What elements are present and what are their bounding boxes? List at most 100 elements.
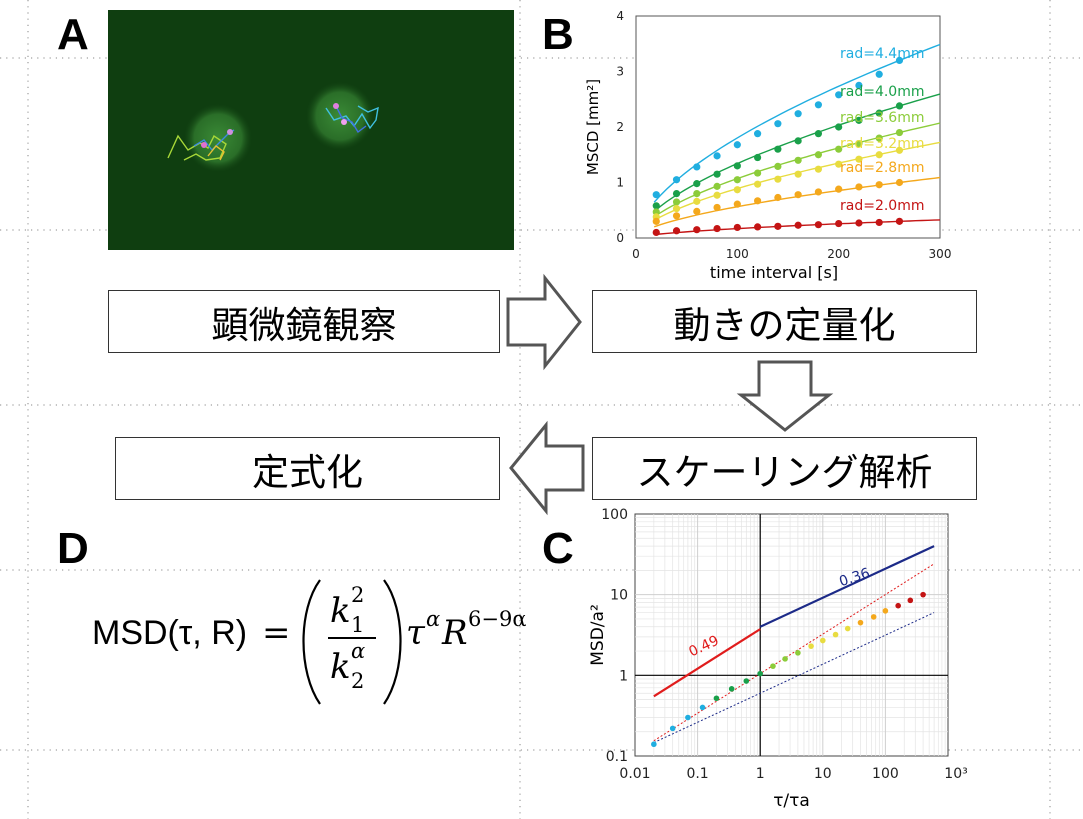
x-tick-label: 10 [814, 766, 832, 782]
data-point [713, 224, 721, 233]
panel-label-a: A [57, 10, 89, 59]
k1: k [330, 591, 351, 631]
data-point [895, 602, 901, 609]
data-point [835, 123, 843, 131]
data-point [754, 223, 762, 231]
data-point [693, 163, 701, 171]
data-point [855, 219, 863, 227]
data-point [920, 591, 926, 598]
x-tick-label: 300 [929, 247, 952, 261]
data-point [693, 226, 701, 234]
tracer-dot [333, 103, 339, 109]
data-point [820, 637, 826, 644]
step-label-quantification: 動きの定量化 [673, 303, 896, 347]
data-point [875, 218, 883, 227]
data-point [794, 191, 802, 199]
panel-label-b: B [542, 10, 574, 59]
data-point [713, 191, 721, 199]
data-point [882, 608, 889, 614]
data-point [835, 219, 843, 228]
data-point [672, 176, 681, 184]
x-tick-label: 100 [872, 766, 899, 782]
data-point [733, 162, 741, 170]
y-tick-label: 0 [616, 231, 624, 245]
tracer-dot [227, 129, 233, 135]
slope-line-0-36 [759, 545, 935, 628]
data-point [835, 145, 843, 153]
data-point [875, 151, 883, 159]
data-point [855, 140, 863, 148]
right-paren [383, 579, 402, 705]
data-point [794, 110, 802, 118]
data-point [652, 228, 660, 237]
data-point [754, 180, 762, 188]
y-tick-label: 100 [601, 507, 628, 523]
y-axis-label: MSCD [mm²] [584, 79, 602, 175]
data-point [728, 686, 735, 692]
y-axis-label: MSD/a² [588, 604, 608, 666]
fit-line-dashed [653, 563, 935, 742]
data-point [693, 180, 701, 188]
data-point [855, 81, 863, 89]
fit-curve [653, 43, 941, 203]
trajectory [325, 105, 379, 130]
chart-b: 0 100 200 300 0 1 2 3 4 time interval [s] MSCD [mm… [584, 9, 952, 282]
step-label-observation: 顕微鏡観察 [211, 303, 397, 347]
data-point [754, 197, 762, 205]
data-point [754, 153, 762, 162]
data-point [795, 650, 801, 656]
x-tick-label: 1 [756, 766, 765, 782]
data-point [672, 227, 681, 235]
step-box-quantification: 動きの定量化 [592, 290, 977, 353]
data-point [693, 190, 701, 198]
data-point [782, 656, 788, 662]
k1-sup: 2 [351, 583, 364, 607]
trajectory [207, 145, 225, 161]
k1-sub: 1 [351, 613, 364, 637]
data-point [895, 102, 904, 110]
step-box-scaling: スケーリング解析 [592, 437, 977, 500]
x-axis-label: time interval [s] [710, 263, 838, 282]
radius-exp: 6−9α [468, 607, 527, 631]
data-point [733, 176, 741, 184]
y-tick-label: 1 [619, 668, 628, 684]
series-label: rad=2.0mm [840, 198, 925, 214]
data-point [754, 130, 762, 138]
data-point [693, 207, 701, 215]
data-point [713, 170, 721, 178]
data-point [699, 704, 706, 711]
data-point [835, 185, 843, 193]
tau: τ [406, 613, 426, 653]
data-point [875, 134, 883, 142]
data-point [774, 193, 782, 202]
data-point [907, 597, 914, 604]
data-point [685, 714, 691, 721]
k2-sub: 2 [351, 669, 364, 693]
data-point [693, 197, 701, 205]
data-point [757, 670, 763, 677]
microscope-image [108, 10, 514, 250]
trajectory [335, 105, 367, 134]
data-point [875, 181, 883, 189]
series-label: rad=4.0mm [840, 84, 925, 100]
data-point [652, 191, 660, 199]
tracer-dot [201, 142, 207, 148]
series-label: rad=3.2mm [840, 136, 925, 152]
k2: k [330, 647, 351, 687]
data-point [651, 741, 657, 748]
data-point [875, 109, 883, 117]
data-point [895, 178, 904, 187]
data-point [835, 160, 843, 168]
series-label: rad=4.4mm [840, 46, 925, 62]
data-point [895, 217, 904, 225]
data-point [875, 70, 883, 78]
data-point [814, 130, 822, 138]
data-point [733, 141, 741, 149]
data-point [774, 222, 782, 230]
tau-exp: α [426, 607, 440, 631]
data-point [835, 91, 843, 99]
tracer-dot [341, 119, 347, 125]
left-paren [302, 579, 321, 705]
y-tick-label: 4 [616, 9, 624, 23]
data-point [774, 175, 782, 183]
